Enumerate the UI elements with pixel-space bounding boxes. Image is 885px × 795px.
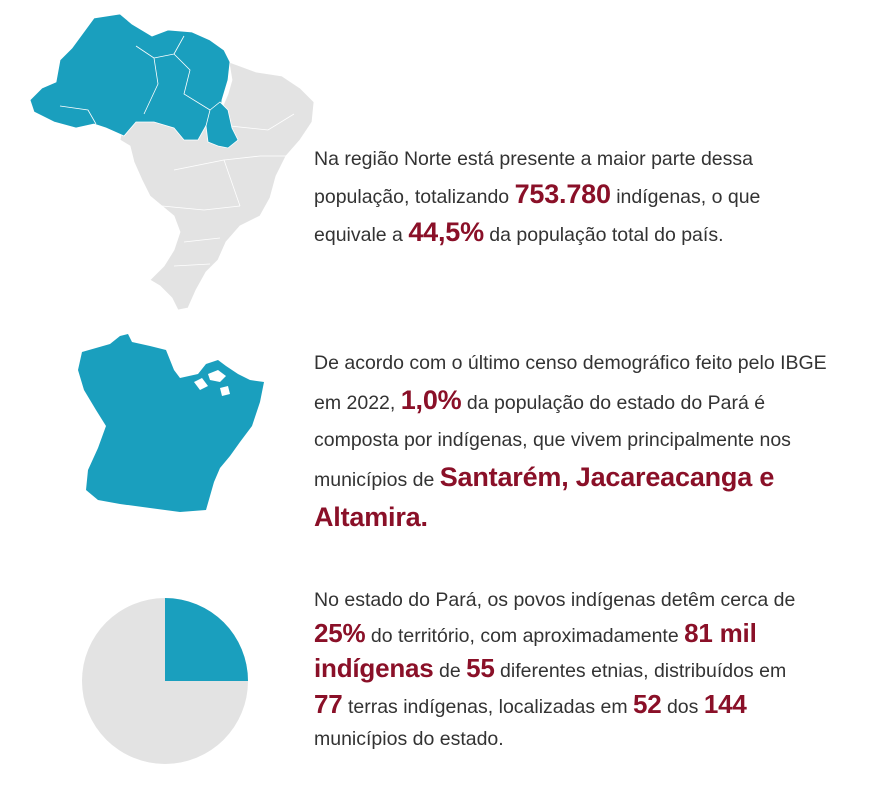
- tocantins-state: [205, 101, 239, 149]
- pie-chart: [82, 598, 248, 764]
- highlight-value: 52: [633, 688, 662, 719]
- highlight-value: 1,0%: [400, 385, 462, 415]
- text-segment: terras indígenas, localizadas em: [342, 695, 634, 718]
- brazil-map: [29, 13, 315, 311]
- pie-slice-indigenous: [165, 598, 248, 681]
- para-map: [78, 334, 264, 512]
- text-segment: indígenas, o que equivale a: [314, 186, 761, 246]
- text-segment: da população total do país.: [483, 224, 724, 246]
- north-region: [29, 13, 231, 141]
- text-segment: do território, com aproximadamente: [365, 624, 685, 647]
- highlight-value: 77: [314, 688, 343, 719]
- para-census-text: De acordo com o último censo demográfico…: [314, 345, 854, 539]
- para-state: [78, 334, 264, 512]
- highlight-value: 144: [703, 688, 747, 719]
- text-segment: diferentes etnias, distribuídos em: [494, 660, 787, 682]
- text-segment: No estado do Pará, os povos indígenas de…: [314, 589, 796, 611]
- highlight-value: Santarém, Jacareacanga e Altamira.: [314, 462, 775, 532]
- text-segment: municípios do estado.: [314, 728, 504, 750]
- north-region-text: Na região Norte está presente a maior pa…: [314, 142, 834, 253]
- text-segment: de: [433, 660, 467, 682]
- highlight-value: 55: [466, 653, 495, 683]
- highlight-value: 753.780: [514, 179, 611, 209]
- text-segment: Na região Norte está presente a maior pa…: [314, 148, 753, 208]
- highlight-value: 81 mil indígenas: [314, 617, 757, 684]
- highlight-value: 44,5%: [408, 217, 484, 247]
- text-segment: De acordo com o último censo demográfico…: [314, 352, 827, 414]
- para-territory-text: No estado do Pará, os povos indígenas de…: [314, 584, 814, 756]
- highlight-value: 25%: [314, 617, 366, 648]
- text-segment: dos: [661, 695, 704, 718]
- text-segment: da população do estado do Pará é compost…: [314, 392, 791, 491]
